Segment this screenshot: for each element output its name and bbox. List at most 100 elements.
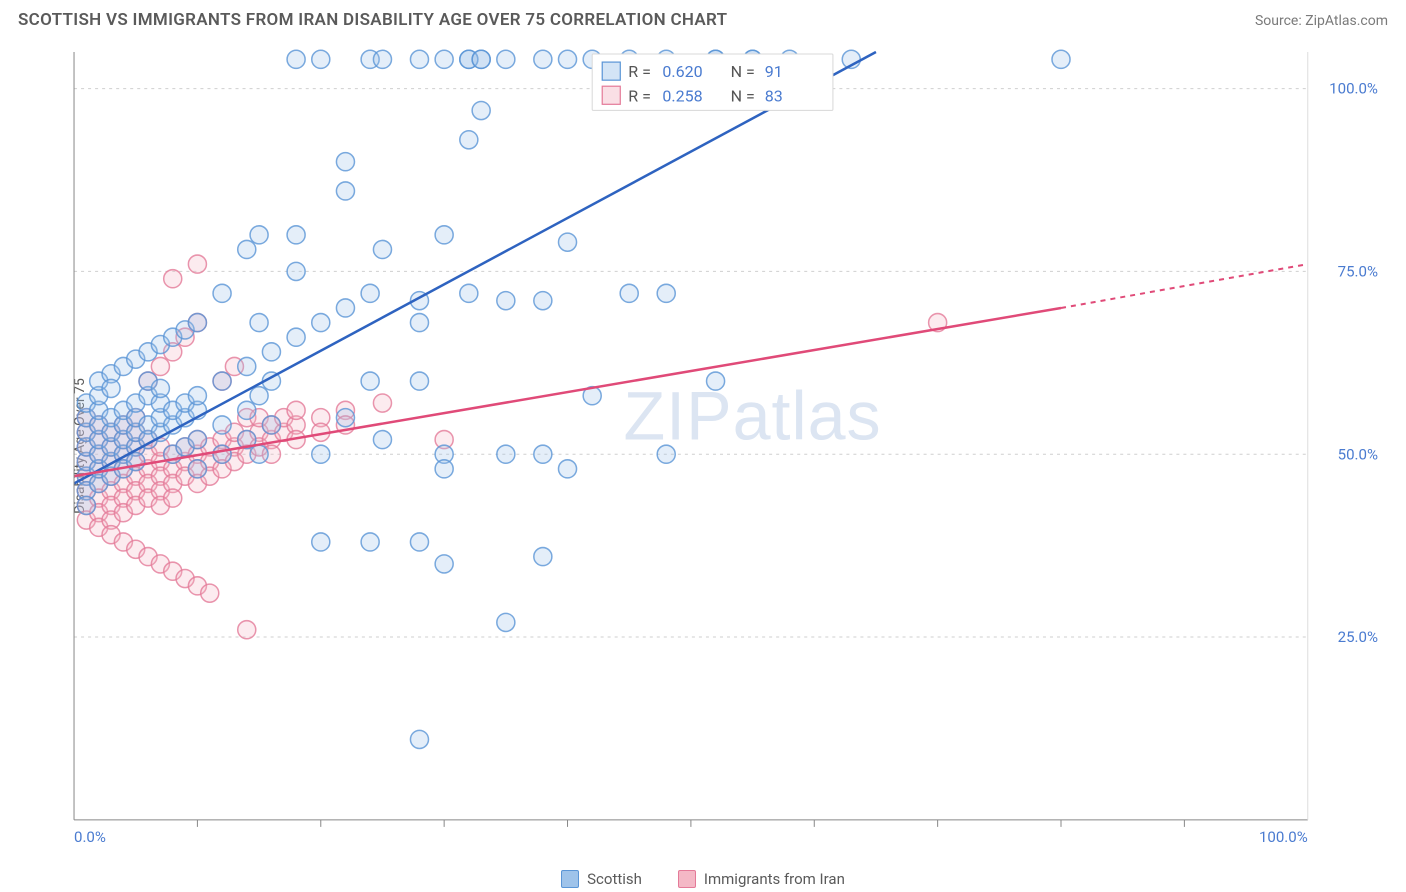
- point-scottish: [77, 496, 95, 514]
- legend-item-scottish: Scottish: [561, 870, 642, 888]
- x-tick-left: 0.0%: [74, 828, 106, 846]
- trendline-iran: [74, 308, 1061, 476]
- point-scottish: [188, 314, 206, 332]
- stats-r-value-a: 0.620: [662, 62, 702, 81]
- legend-swatch-a: [561, 870, 579, 888]
- stats-r-value-b: 0.258: [662, 86, 702, 105]
- scatter-plot: 25.0%50.0%75.0%100.0%ZIPatlas0.0%100.0%R…: [64, 44, 1388, 848]
- y-tick-label: 100.0%: [1329, 80, 1378, 98]
- point-scottish: [497, 613, 515, 631]
- point-scottish: [460, 131, 478, 149]
- point-scottish: [312, 445, 330, 463]
- point-scottish: [250, 445, 268, 463]
- point-scottish: [534, 292, 552, 310]
- legend-swatch-b: [678, 870, 696, 888]
- point-scottish: [373, 50, 391, 68]
- point-iran: [188, 255, 206, 273]
- point-scottish: [435, 460, 453, 478]
- stats-n-label-b: N =: [731, 86, 755, 105]
- point-scottish: [336, 299, 354, 317]
- point-scottish: [657, 445, 675, 463]
- stats-n-value-b: 83: [765, 86, 783, 105]
- point-scottish: [410, 730, 428, 748]
- point-scottish: [312, 533, 330, 551]
- point-scottish: [373, 431, 391, 449]
- point-scottish: [336, 409, 354, 427]
- source-label: Source: ZipAtlas.com: [1255, 13, 1388, 29]
- x-tick-right: 100.0%: [1259, 828, 1308, 846]
- point-scottish: [336, 153, 354, 171]
- point-iran: [164, 270, 182, 288]
- point-scottish: [238, 357, 256, 375]
- point-scottish: [410, 533, 428, 551]
- point-scottish: [188, 431, 206, 449]
- chart-title: SCOTTISH VS IMMIGRANTS FROM IRAN DISABIL…: [18, 10, 727, 30]
- point-scottish: [361, 533, 379, 551]
- y-tick-label: 75.0%: [1338, 262, 1378, 280]
- point-scottish: [534, 445, 552, 463]
- point-scottish: [558, 233, 576, 251]
- point-scottish: [373, 240, 391, 258]
- point-scottish: [410, 372, 428, 390]
- point-scottish: [213, 372, 231, 390]
- point-scottish: [151, 379, 169, 397]
- point-scottish: [250, 314, 268, 332]
- point-iran: [287, 401, 305, 419]
- point-scottish: [472, 50, 490, 68]
- trendline-iran-extrapolated: [1061, 264, 1308, 308]
- point-scottish: [361, 284, 379, 302]
- point-scottish: [361, 372, 379, 390]
- point-scottish: [1052, 50, 1070, 68]
- point-scottish: [287, 226, 305, 244]
- point-scottish: [238, 240, 256, 258]
- point-scottish: [188, 387, 206, 405]
- legend-label-a: Scottish: [587, 870, 642, 888]
- point-scottish: [250, 387, 268, 405]
- point-scottish: [410, 50, 428, 68]
- y-tick-label: 50.0%: [1338, 445, 1378, 463]
- point-scottish: [620, 284, 638, 302]
- point-scottish: [410, 314, 428, 332]
- point-scottish: [262, 416, 280, 434]
- point-scottish: [238, 401, 256, 419]
- point-scottish: [312, 314, 330, 332]
- point-scottish: [287, 262, 305, 280]
- point-scottish: [262, 343, 280, 361]
- legend-item-iran: Immigrants from Iran: [678, 870, 845, 888]
- point-scottish: [558, 460, 576, 478]
- point-iran: [238, 621, 256, 639]
- point-scottish: [213, 445, 231, 463]
- point-scottish: [497, 50, 515, 68]
- point-scottish: [188, 460, 206, 478]
- point-scottish: [497, 292, 515, 310]
- point-scottish: [435, 226, 453, 244]
- point-scottish: [435, 50, 453, 68]
- point-iran: [164, 489, 182, 507]
- stats-swatch-a: [602, 62, 620, 80]
- stats-n-value-a: 91: [765, 62, 783, 81]
- point-scottish: [558, 50, 576, 68]
- stats-swatch-b: [602, 86, 620, 104]
- point-scottish: [707, 372, 725, 390]
- bottom-legend: Scottish Immigrants from Iran: [0, 870, 1406, 888]
- point-scottish: [435, 555, 453, 573]
- point-scottish: [312, 50, 330, 68]
- chart-area: Disability Age Over 75 25.0%50.0%75.0%10…: [18, 44, 1388, 848]
- point-scottish: [287, 50, 305, 68]
- stats-r-label-b: R =: [628, 86, 651, 105]
- point-scottish: [102, 379, 120, 397]
- point-iran: [201, 584, 219, 602]
- point-scottish: [287, 328, 305, 346]
- point-scottish: [336, 182, 354, 200]
- point-scottish: [460, 284, 478, 302]
- point-scottish: [213, 416, 231, 434]
- point-scottish: [534, 548, 552, 566]
- point-scottish: [472, 101, 490, 119]
- stats-r-label-a: R =: [628, 62, 651, 81]
- point-iran: [151, 357, 169, 375]
- point-scottish: [657, 284, 675, 302]
- stats-n-label-a: N =: [731, 62, 755, 81]
- point-scottish: [213, 284, 231, 302]
- y-tick-label: 25.0%: [1338, 628, 1378, 646]
- point-iran: [373, 394, 391, 412]
